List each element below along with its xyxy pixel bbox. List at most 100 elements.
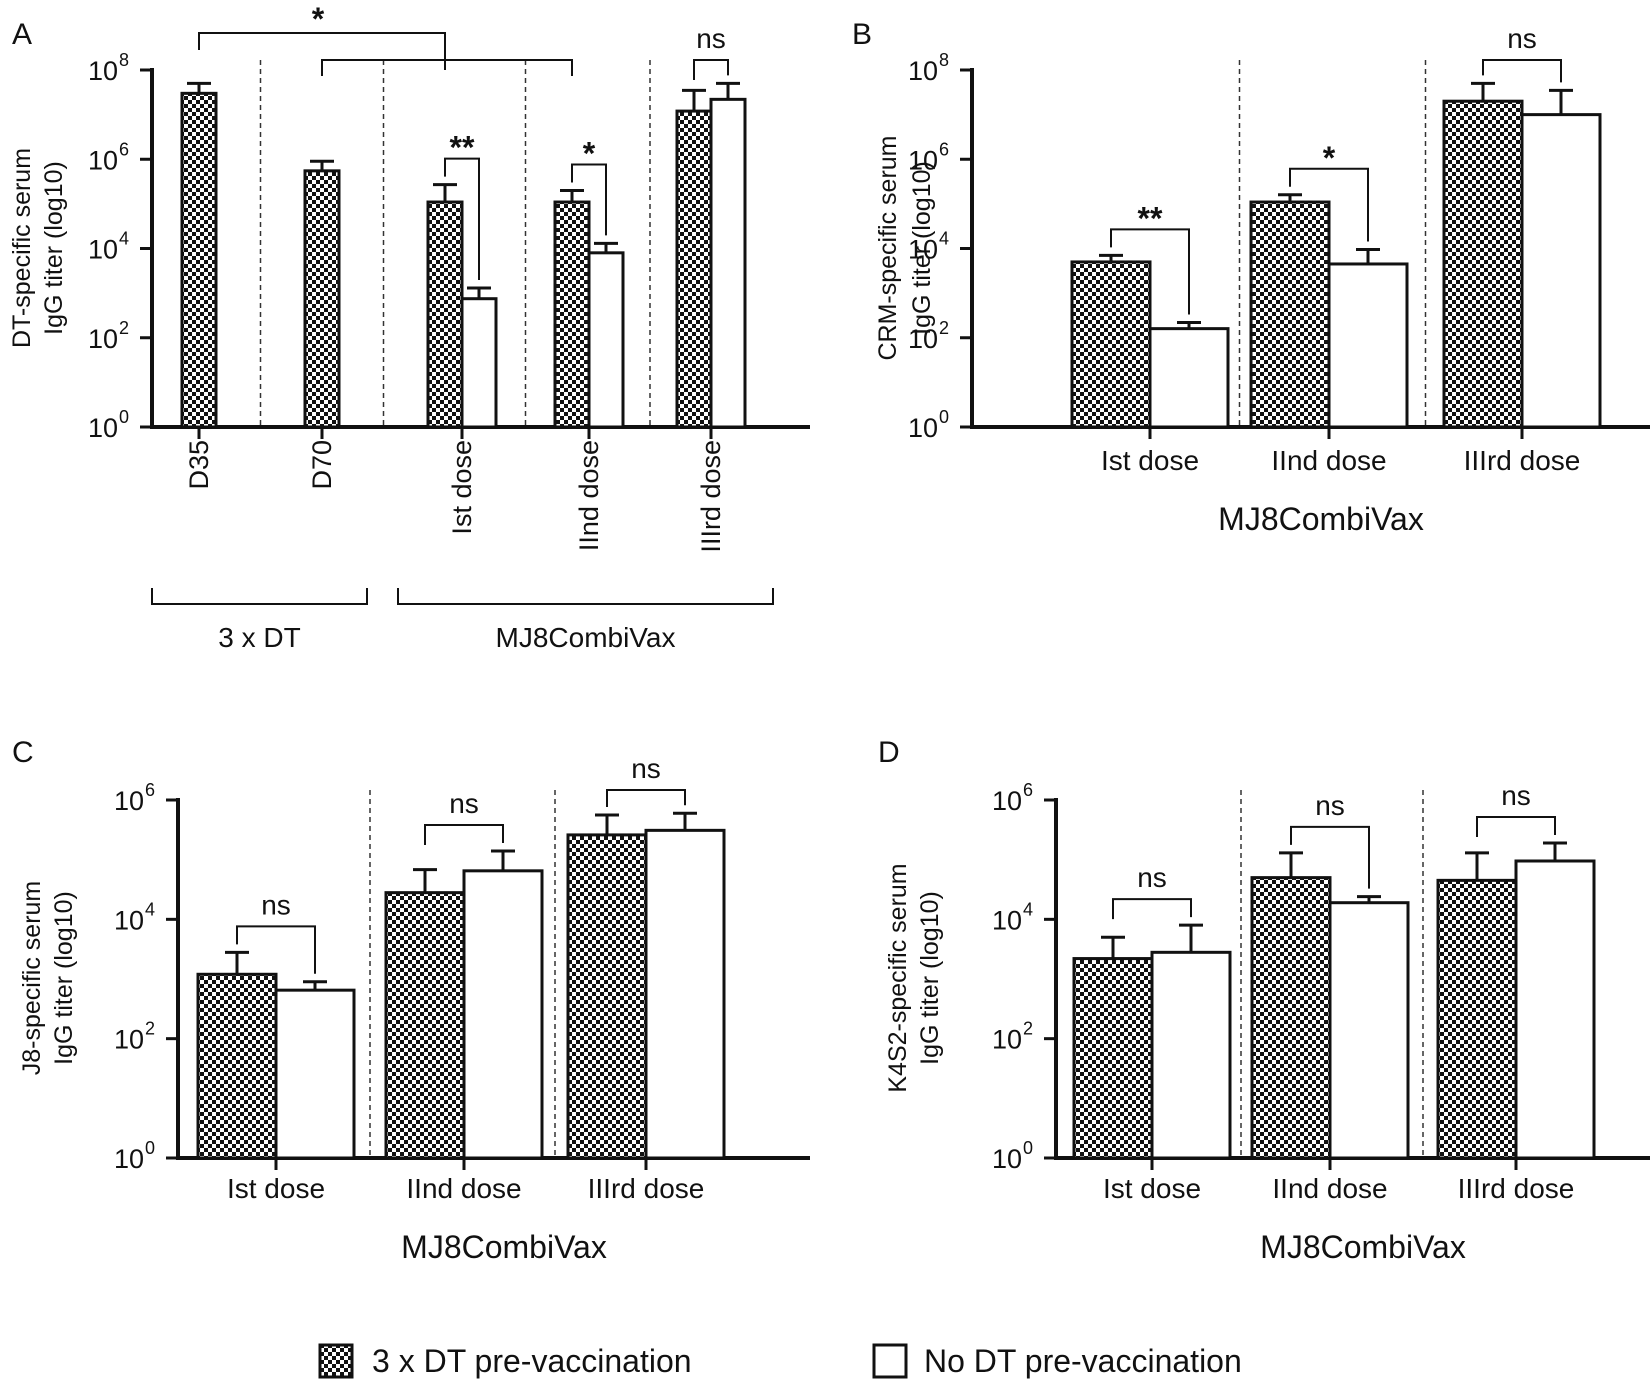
bar: [553, 200, 591, 429]
bar: [1148, 327, 1230, 429]
y-tick-exponent: 4: [145, 899, 155, 919]
bar: [196, 972, 278, 1160]
x-tick-label: D70: [307, 440, 337, 490]
bar: [566, 833, 648, 1160]
y-tick-label: 10: [114, 905, 144, 935]
y-tick-label: 10: [114, 1144, 144, 1174]
significance-label: **: [1138, 200, 1163, 236]
y-axis-label: IgG titer (log10): [50, 891, 78, 1065]
x-tick-label: Ist dose: [227, 1173, 325, 1204]
significance-label: *: [1323, 140, 1336, 176]
y-tick-label: 10: [992, 1144, 1022, 1174]
bar: [180, 91, 218, 429]
x-tick-label: IInd dose: [1272, 1173, 1387, 1204]
y-axis-label: IgG titer (log10): [40, 161, 68, 335]
y-tick-exponent: 0: [119, 407, 129, 427]
bar: [274, 988, 356, 1160]
significance-bracket: [1482, 59, 1562, 83]
y-tick-exponent: 0: [939, 407, 949, 427]
y-tick-exponent: 0: [145, 1138, 155, 1158]
y-axis-label: IgG titer (log10): [908, 161, 936, 335]
significance-bracket: [236, 925, 316, 974]
y-axis-label: K4S2-specific serum: [884, 863, 912, 1092]
bar: [1442, 99, 1524, 429]
x-tick-label: IInd dose: [1271, 445, 1386, 476]
y-tick-exponent: 0: [1023, 1138, 1033, 1158]
bar: [1520, 113, 1602, 429]
y-axis-label: DT-specific serum: [8, 148, 36, 348]
x-tick-label: Ist dose: [1103, 1173, 1201, 1204]
x-axis-title: MJ8CombiVax: [401, 1229, 607, 1265]
y-tick-exponent: 4: [939, 229, 949, 249]
y-tick-exponent: 2: [939, 318, 949, 338]
y-tick-label: 10: [992, 905, 1022, 935]
y-tick-exponent: 4: [1023, 899, 1033, 919]
y-tick-label: 10: [88, 324, 118, 354]
bar: [644, 828, 726, 1160]
y-tick-label: 10: [88, 56, 118, 86]
bar: [460, 297, 498, 429]
legend-label-open: No DT pre-vaccination: [924, 1343, 1242, 1379]
bar: [675, 109, 713, 429]
bar: [1436, 878, 1518, 1160]
significance-label: **: [450, 130, 475, 166]
bar: [1250, 876, 1332, 1160]
y-tick-label: 10: [908, 56, 938, 86]
significance-bracket: [444, 157, 480, 281]
y-tick-exponent: 2: [1023, 1019, 1033, 1039]
significance-label: ns: [1507, 23, 1537, 54]
bar: [1249, 200, 1331, 429]
panel-letter-b: B: [852, 18, 872, 51]
significance-bracket: [571, 163, 607, 236]
y-tick-label: 10: [908, 235, 938, 265]
y-tick-label: 10: [114, 786, 144, 816]
y-tick-label: 10: [908, 324, 938, 354]
y-tick-label: 10: [88, 413, 118, 443]
panel-letter-d: D: [878, 736, 900, 769]
panel-d: K4S2-specific serum IgG titer (log10)10 01…: [884, 780, 1650, 1265]
legend-swatch-open: [872, 1343, 908, 1379]
bar: [1327, 262, 1409, 429]
bar: [1328, 901, 1410, 1160]
significance-bracket: [1289, 167, 1369, 242]
y-tick-exponent: 6: [939, 139, 949, 159]
y-tick-label: 10: [908, 145, 938, 175]
significance-label: ns: [1315, 790, 1345, 821]
significance-bracket: [606, 789, 686, 808]
y-tick-exponent: 8: [119, 50, 129, 70]
legend-label-checkered: 3 x DT pre-vaccination: [372, 1343, 692, 1379]
significance-label: ns: [1501, 780, 1531, 811]
y-tick-exponent: 6: [1023, 780, 1033, 800]
x-tick-label: IIIrd dose: [696, 440, 726, 553]
y-axis-label: J8-specific serum: [18, 881, 46, 1076]
bar: [1072, 957, 1154, 1160]
y-tick-label: 10: [88, 145, 118, 175]
y-tick-exponent: 8: [939, 50, 949, 70]
y-tick-label: 10: [114, 1025, 144, 1055]
y-tick-exponent: 2: [119, 318, 129, 338]
significance-label: ns: [261, 889, 291, 920]
significance-bracket: [1112, 898, 1192, 920]
y-tick-label: 10: [88, 235, 118, 265]
bar: [709, 97, 747, 429]
y-tick-exponent: 6: [145, 780, 155, 800]
group-bracket: [397, 588, 774, 605]
x-axis-title: MJ8CombiVax: [1218, 501, 1424, 537]
x-tick-label: Ist dose: [447, 440, 477, 535]
x-tick-label: IInd dose: [406, 1173, 521, 1204]
group-label: 3 x DT: [218, 622, 300, 653]
significance-label: ns: [449, 788, 479, 819]
x-tick-label: Ist dose: [1101, 445, 1199, 476]
bar: [587, 251, 625, 429]
y-tick-label: 10: [908, 413, 938, 443]
x-tick-label: IIIrd dose: [1458, 1173, 1575, 1204]
significance-label: *: [583, 135, 596, 171]
legend-swatch-checkered: [318, 1343, 354, 1379]
y-axis-label: CRM-specific serum: [874, 135, 902, 360]
significance-bracket: [1290, 825, 1370, 889]
bar: [462, 869, 544, 1160]
panel-b: CRM-specific serum IgG titer (log10)10 010…: [874, 23, 1650, 537]
x-tick-label: D35: [184, 440, 214, 490]
